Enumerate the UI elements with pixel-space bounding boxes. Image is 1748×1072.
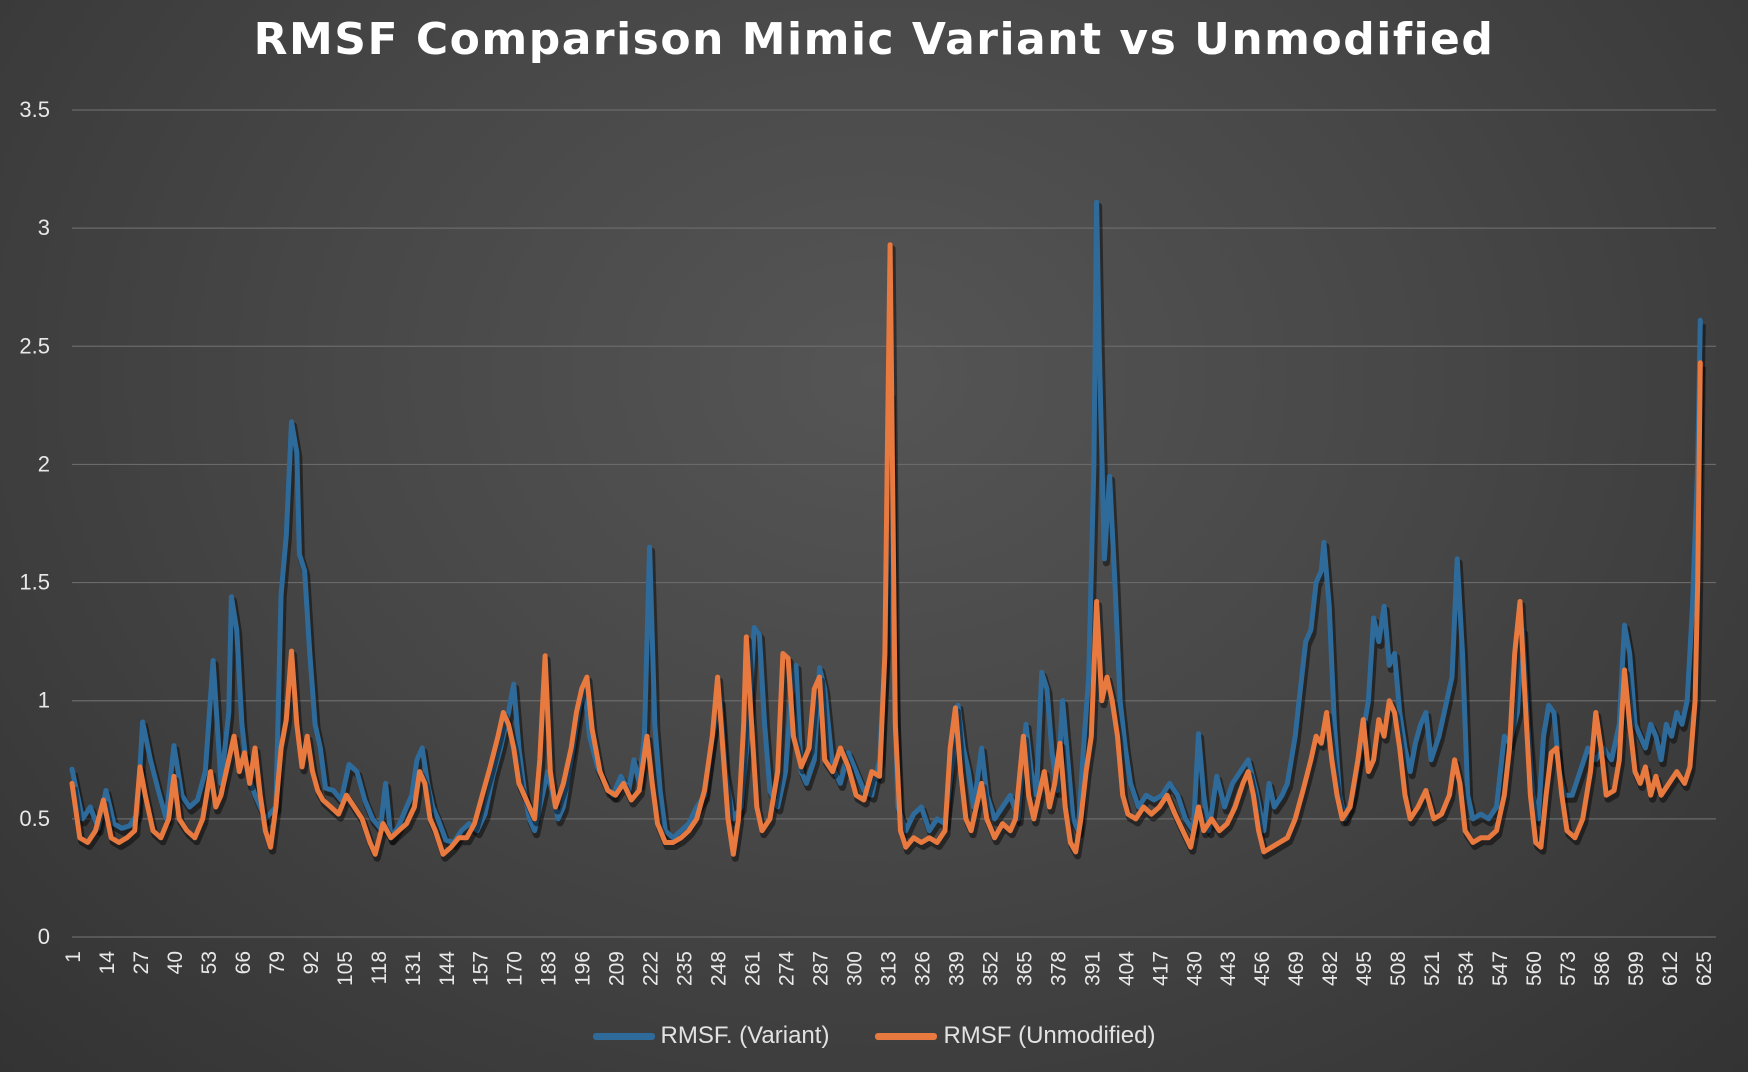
y-tick-label: 1: [38, 688, 50, 713]
x-tick-label: 196: [572, 951, 595, 986]
legend-item-variant[interactable]: RMSF. (Variant): [592, 1022, 830, 1050]
x-tick-label: 144: [436, 951, 459, 986]
y-tick-label: 3: [38, 215, 50, 240]
x-tick-label: 469: [1285, 951, 1308, 986]
y-tick-label: 2.5: [19, 333, 50, 358]
series-line-unmodified[interactable]: [69, 242, 1703, 857]
x-tick-label: 261: [742, 951, 765, 986]
legend-swatch-variant: [592, 1032, 655, 1040]
x-tick-label: 495: [1353, 951, 1376, 986]
x-tick-label: 157: [470, 951, 493, 986]
y-axis: 0 0.5 1 1.5 2 2.5 3 3.5: [19, 97, 50, 949]
x-tick-label: 391: [1081, 951, 1104, 986]
x-tick-label: 443: [1217, 951, 1240, 986]
x-tick-label: 352: [979, 951, 1002, 986]
x-tick-label: 560: [1523, 951, 1546, 986]
x-tick-label: 482: [1319, 951, 1342, 986]
x-tick-label: 131: [402, 951, 425, 986]
legend-item-unmodified[interactable]: RMSF (Unmodified): [875, 1022, 1155, 1050]
x-tick-label: 313: [877, 951, 900, 986]
legend-label-variant: RMSF. (Variant): [660, 1022, 830, 1049]
legend-swatch-unmodified: [875, 1032, 938, 1040]
x-tick-label: 339: [945, 951, 968, 986]
series-lines: [69, 199, 1706, 862]
x-tick-label: 300: [843, 951, 866, 986]
x-tick-label: 66: [232, 951, 255, 974]
x-tick-label: 599: [1625, 951, 1648, 986]
x-tick-label: 378: [1047, 951, 1070, 986]
x-tick-label: 209: [606, 951, 629, 986]
legend: RMSF. (Variant) RMSF (Unmodified): [0, 1022, 1748, 1050]
series-line-variant[interactable]: [69, 199, 1703, 845]
x-tick-label: 14: [96, 951, 119, 975]
y-tick-label: 0.5: [19, 806, 50, 831]
x-tick-label: 547: [1489, 951, 1512, 986]
x-tick-label: 573: [1557, 951, 1580, 986]
y-tick-label: 2: [38, 451, 50, 476]
x-tick-label: 456: [1251, 951, 1274, 986]
y-tick-label: 0: [38, 924, 50, 949]
x-tick-label: 222: [640, 951, 663, 986]
x-tick-label: 235: [674, 951, 697, 986]
x-tick-label: 534: [1455, 951, 1478, 986]
x-tick-label: 430: [1183, 951, 1206, 986]
x-tick-label: 274: [776, 951, 799, 986]
x-tick-label: 417: [1149, 951, 1172, 986]
x-tick-label: 248: [708, 951, 731, 986]
x-tick-label: 326: [911, 951, 934, 986]
x-tick-label: 1: [62, 951, 85, 963]
x-tick-label: 404: [1115, 951, 1138, 986]
x-tick-label: 508: [1387, 951, 1410, 986]
x-tick-label: 118: [368, 951, 391, 984]
x-tick-label: 586: [1591, 951, 1614, 986]
x-tick-label: 105: [334, 951, 357, 986]
x-tick-label: 92: [300, 951, 323, 974]
x-tick-label: 612: [1659, 951, 1682, 986]
x-tick-label: 79: [266, 951, 289, 974]
y-tick-label: 3.5: [19, 97, 50, 122]
x-tick-label: 27: [130, 951, 153, 974]
x-tick-label: 287: [810, 951, 833, 986]
x-tick-label: 170: [504, 951, 527, 986]
x-tick-label: 365: [1013, 951, 1036, 986]
x-tick-label: 183: [538, 951, 561, 986]
x-axis: 1 14 27 40 53 66 79 92 105 118 131 144 157 170 183 196 2…: [62, 951, 1716, 986]
chart-title: RMSF Comparison Mimic Variant vs Unmodif…: [253, 14, 1495, 65]
x-tick-label: 625: [1693, 951, 1716, 986]
y-tick-label: 1.5: [19, 570, 50, 595]
x-tick-label: 521: [1421, 951, 1444, 986]
x-tick-label: 40: [164, 951, 187, 974]
legend-label-unmodified: RMSF (Unmodified): [943, 1022, 1156, 1049]
x-tick-label: 53: [198, 951, 221, 974]
